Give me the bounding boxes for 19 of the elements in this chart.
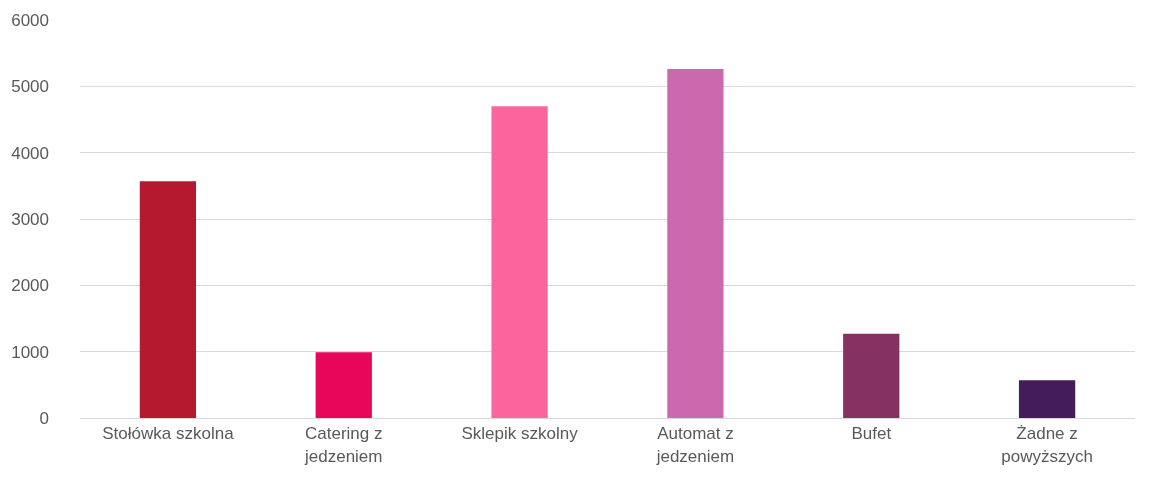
bar bbox=[1018, 380, 1076, 418]
x-tick-label: Automat z jedzeniem bbox=[655, 424, 735, 466]
y-tick-label: 0 bbox=[39, 408, 49, 428]
bar bbox=[315, 352, 372, 418]
y-tick-label: 4000 bbox=[11, 143, 49, 163]
y-tick-label: 3000 bbox=[11, 209, 49, 229]
bar bbox=[843, 333, 900, 418]
y-tick-label: 6000 bbox=[11, 10, 49, 30]
x-tick-label: Sklepik szkolny bbox=[461, 424, 579, 444]
bar bbox=[667, 69, 724, 418]
x-tick-label: Bufet bbox=[851, 424, 892, 444]
x-tick-label: Catering z jedzeniem bbox=[304, 424, 383, 466]
x-tick-label: Stołówka szkolna bbox=[102, 424, 235, 444]
y-tick-label: 2000 bbox=[11, 276, 49, 296]
x-tick-label: Żadne z powyższych bbox=[1001, 424, 1093, 466]
bar bbox=[491, 106, 548, 418]
y-tick-label: 5000 bbox=[11, 77, 49, 97]
bar bbox=[139, 181, 197, 418]
y-tick-label: 1000 bbox=[11, 342, 49, 362]
